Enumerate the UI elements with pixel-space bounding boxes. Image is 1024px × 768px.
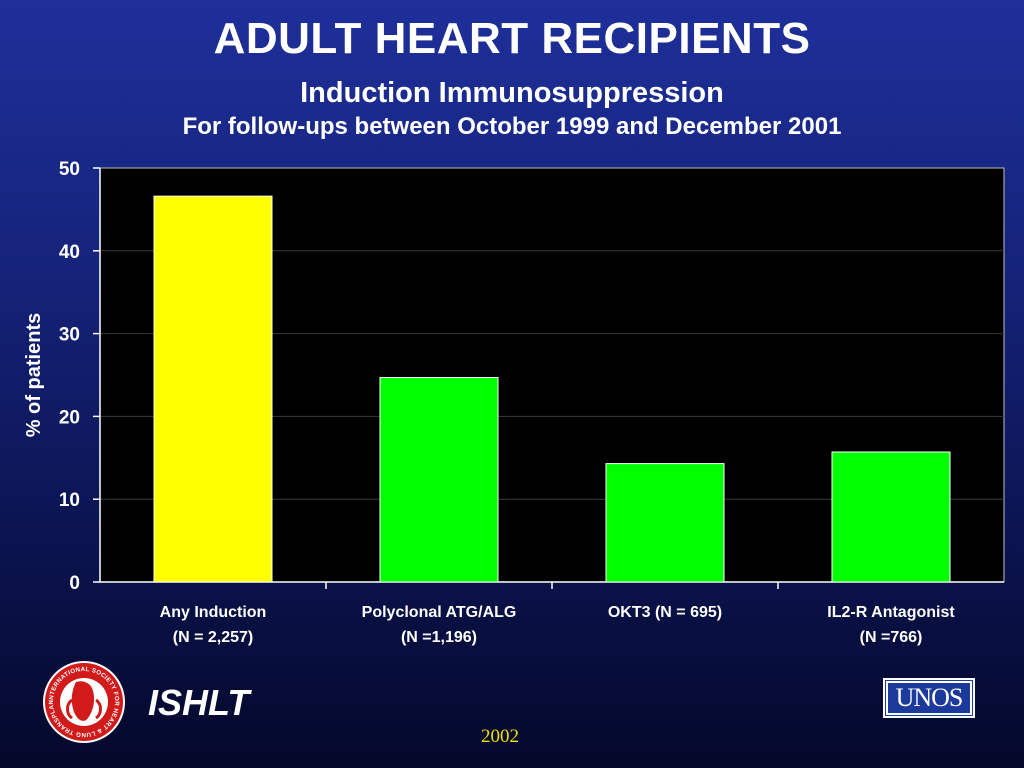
bar-3: [605, 463, 725, 583]
y-tick-label: 20: [59, 407, 80, 428]
bar-1: [153, 195, 273, 583]
y-axis-label: % of patients: [23, 313, 45, 437]
year-label: 2002: [481, 726, 519, 747]
chart-title: ADULT HEART RECIPIENTS: [213, 14, 811, 63]
y-tick-label: 30: [59, 325, 80, 346]
y-tick-label: 50: [59, 159, 80, 180]
unos-logo-text: UNOS: [885, 680, 973, 716]
chart-subtitle: Induction Immunosuppression: [300, 77, 724, 109]
x-category-label: Any Induction: [160, 604, 267, 621]
y-tick-label: 40: [59, 242, 80, 263]
x-category-label: Polyclonal ATG/ALG: [362, 604, 517, 621]
bar-2: [379, 376, 499, 583]
x-category-sublabel: (N =1,196): [401, 629, 477, 646]
x-category-label: OKT3 (N = 695): [608, 604, 722, 621]
y-tick-label: 10: [59, 490, 80, 511]
ishlt-wordmark: ISHLT: [148, 682, 250, 723]
x-category-label: IL2-R Antagonist: [827, 604, 955, 621]
x-category-sublabel: (N = 2,257): [173, 629, 253, 646]
y-tick-label: 0: [69, 573, 80, 594]
bar-4: [831, 451, 951, 583]
unos-logo: UNOS: [883, 678, 975, 718]
chart-date-range: For follow-ups between October 1999 and …: [182, 113, 842, 140]
ishlt-logo: INTERNATIONAL SOCIETY FOR HEART & LUNG T…: [42, 660, 125, 743]
x-category-sublabel: (N =766): [860, 629, 923, 646]
bar-chart: 0 10 20 30 40 50 Any Induction (N = 2,257) Polyc…: [23, 159, 1005, 646]
